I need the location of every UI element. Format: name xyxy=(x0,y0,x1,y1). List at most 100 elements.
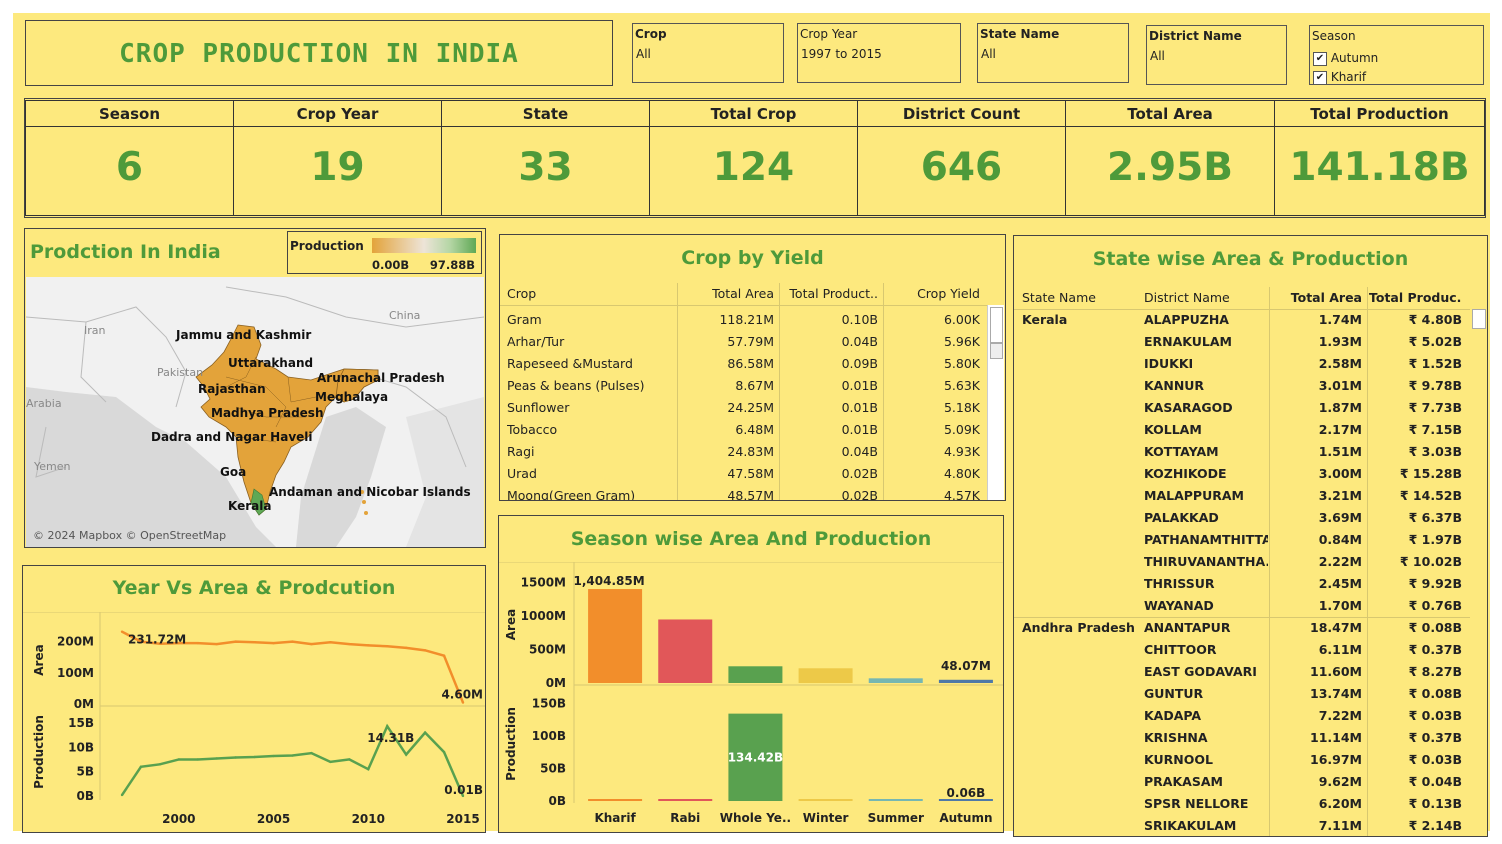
crop-year-filter[interactable]: Crop Year 1997 to 2015 xyxy=(797,23,961,83)
state-table-row[interactable]: KURNOOL 16.97M ₹ 0.03B xyxy=(1014,749,1470,771)
state-table-row[interactable]: SRIKAKULAM 7.11M ₹ 2.14B xyxy=(1014,815,1470,836)
data-label: 0.01B xyxy=(444,783,483,797)
state-table-row[interactable]: GUNTUR 13.74M ₹ 0.08B xyxy=(1014,683,1470,705)
state-table-row[interactable]: KOZHIKODE 3.00M ₹ 15.28B xyxy=(1014,463,1470,485)
crop-yield-cell: 4.57K xyxy=(943,488,980,500)
state-table-row[interactable]: THRISSUR 2.45M ₹ 9.92B xyxy=(1014,573,1470,595)
season-chart-svg[interactable]: 0M 500M 1000M 1500M Area 1,404.85M 48.07M 0B 50B… xyxy=(499,562,1003,832)
state-name-cell[interactable]: Andhra Pradesh xyxy=(1022,620,1135,635)
total-area-cell: 18.47M xyxy=(1310,620,1362,635)
season-option-kharif[interactable]: ✔ Kharif xyxy=(1313,69,1366,85)
crop-yield-cell: 4.93K xyxy=(943,444,980,459)
state-name-filter[interactable]: State Name All xyxy=(977,23,1129,83)
data-point xyxy=(310,751,313,755)
crop-yield-row[interactable]: Sunflower 24.25M 0.01B 5.18K xyxy=(500,397,988,419)
crop-yield-row[interactable]: Gram 118.21M 0.10B 6.00K xyxy=(500,309,988,331)
state-table-row[interactable]: KANNUR 3.01M ₹ 9.78B xyxy=(1014,375,1470,397)
scrollbar-thumb-handle[interactable] xyxy=(990,343,1003,359)
bar-production-5 xyxy=(938,799,993,801)
total-area-cell: 7.11M xyxy=(1318,818,1362,833)
bar-production-3 xyxy=(798,799,853,801)
column-header-total-production[interactable]: Total Produc.. xyxy=(1369,290,1462,305)
state-table-row[interactable]: IDUKKI 2.58M ₹ 1.52B xyxy=(1014,353,1470,375)
crop-yield-scrollbar[interactable] xyxy=(987,305,1004,500)
crop-yield-row[interactable]: Tobacco 6.48M 0.01B 5.09K xyxy=(500,419,988,441)
state-name-filter-value[interactable]: All xyxy=(981,47,996,61)
total-production-cell: ₹ 8.27B xyxy=(1408,664,1462,679)
district-name-filter-value[interactable]: All xyxy=(1150,49,1165,63)
crop-yield-row[interactable]: Rapeseed &Mustard 86.58M 0.09B 5.80K xyxy=(500,353,988,375)
data-point xyxy=(310,642,313,646)
season-filter[interactable]: Season ✔ Autumn ✔ Kharif xyxy=(1309,25,1484,85)
district-name-cell: PATHANAMTHITTA xyxy=(1144,532,1268,547)
year-chart-svg[interactable]: 0M 100M 200M Area 231.72M 4.60M 0B 5B 10B 15B Prod… xyxy=(23,612,485,832)
total-production-cell: 0.02B xyxy=(841,466,878,481)
crop-yield-cell: 4.80K xyxy=(943,466,980,481)
column-header-crop-yield[interactable]: Crop Yield xyxy=(917,286,980,301)
column-header-total-area[interactable]: Total Area xyxy=(1290,290,1362,305)
data-label: 231.72M xyxy=(128,633,186,647)
district-name-cell: PRAKASAM xyxy=(1144,774,1223,789)
state-table-row[interactable]: ALAPPUZHA 1.74M ₹ 4.80B xyxy=(1014,309,1470,331)
state-table-row[interactable]: PATHANAMTHITTA 0.84M ₹ 1.97B xyxy=(1014,529,1470,551)
total-production-cell: 0.01B xyxy=(841,422,878,437)
y-tick-label: 0B xyxy=(77,789,95,803)
map-attribution[interactable]: © 2024 Mapbox © OpenStreetMap xyxy=(33,529,227,542)
state-table-row[interactable]: MALAPPURAM 3.21M ₹ 14.52B xyxy=(1014,485,1470,507)
y-tick-label: 1500M xyxy=(521,576,566,590)
column-header-state-name[interactable]: State Name xyxy=(1022,290,1096,305)
state-table-row[interactable]: WAYANAD 1.70M ₹ 0.76B xyxy=(1014,595,1470,617)
crop-filter[interactable]: Crop All xyxy=(632,23,784,83)
state-table-row[interactable]: KASARAGOD 1.87M ₹ 7.73B xyxy=(1014,397,1470,419)
state-table-row[interactable]: KOTTAYAM 1.51M ₹ 3.03B xyxy=(1014,441,1470,463)
state-table-row[interactable]: CHITTOOR 6.11M ₹ 0.37B xyxy=(1014,639,1470,661)
crop-name-cell: Arhar/Tur xyxy=(507,334,565,349)
scrollbar-thumb[interactable] xyxy=(1472,309,1486,329)
state-name-cell[interactable]: Kerala xyxy=(1022,312,1068,327)
bar-area-1 xyxy=(658,619,713,683)
state-table-row[interactable]: THIRUVANANTHA.. 2.22M ₹ 10.02B xyxy=(1014,551,1470,573)
crop-yield-row[interactable]: Ragi 24.83M 0.04B 4.93K xyxy=(500,441,988,463)
state-table-row[interactable]: EAST GODAVARI 11.60M ₹ 8.27B xyxy=(1014,661,1470,683)
checkbox-checked-icon[interactable]: ✔ xyxy=(1313,51,1327,66)
column-header-total-area[interactable]: Total Area xyxy=(712,286,774,301)
district-name-filter[interactable]: District Name All xyxy=(1146,25,1287,85)
crop-name-cell: Urad xyxy=(507,466,537,481)
state-table-row[interactable]: SPSR NELLORE 6.20M ₹ 0.13B xyxy=(1014,793,1470,815)
state-table-row[interactable]: KOLLAM 2.17M ₹ 7.15B xyxy=(1014,419,1470,441)
map-panel: Prodction In India Production 0.00B 97.8… xyxy=(24,228,486,548)
district-name-cell: WAYANAD xyxy=(1144,598,1214,613)
state-table-row[interactable]: KRISHNA 11.14M ₹ 0.37B xyxy=(1014,727,1470,749)
total-area-cell: 3.01M xyxy=(1318,378,1362,393)
season-option-autumn[interactable]: ✔ Autumn xyxy=(1313,50,1378,66)
y-tick-label: 15B xyxy=(68,716,94,730)
column-header-district-name[interactable]: District Name xyxy=(1144,290,1230,305)
season-option-label: Autumn xyxy=(1330,51,1379,65)
crop-filter-label: Crop xyxy=(635,27,667,41)
crop-year-filter-value[interactable]: 1997 to 2015 xyxy=(801,47,882,61)
crop-filter-value[interactable]: All xyxy=(636,47,651,61)
district-name-cell: THRISSUR xyxy=(1144,576,1215,591)
state-table-row[interactable]: PRAKASAM 9.62M ₹ 0.04B xyxy=(1014,771,1470,793)
checkbox-checked-icon[interactable]: ✔ xyxy=(1313,70,1327,85)
crop-yield-row[interactable]: Moong(Green Gram) 48.57M 0.02B 4.57K xyxy=(500,485,988,500)
column-header-crop[interactable]: Crop xyxy=(507,286,537,301)
data-point xyxy=(196,758,199,761)
column-header-total-production[interactable]: Total Product.. xyxy=(789,286,878,301)
crop-yield-row[interactable]: Arhar/Tur 57.79M 0.04B 5.96K xyxy=(500,331,988,353)
state-table-scrollbar[interactable] xyxy=(1470,309,1487,836)
bar-area-3 xyxy=(798,668,853,683)
state-table-row[interactable]: KADAPA 7.22M ₹ 0.03B xyxy=(1014,705,1470,727)
state-table-row[interactable]: ERNAKULAM 1.93M ₹ 5.02B xyxy=(1014,331,1470,353)
state-table-row[interactable]: ANANTAPUR 18.47M ₹ 0.08B xyxy=(1014,617,1470,639)
crop-yield-row[interactable]: Peas & beans (Pulses) 8.67M 0.01B 5.63K xyxy=(500,375,988,397)
map-canvas[interactable]: Iran China Pakistan Arabia Yemen Jammu a… xyxy=(26,277,484,547)
data-point xyxy=(404,753,408,756)
data-point xyxy=(442,750,446,754)
scrollbar-thumb[interactable] xyxy=(990,307,1003,343)
data-point xyxy=(423,649,427,652)
state-table-row[interactable]: PALAKKAD 3.69M ₹ 6.37B xyxy=(1014,507,1470,529)
y-tick-label: 0B xyxy=(549,794,567,808)
crop-yield-row[interactable]: Urad 47.58M 0.02B 4.80K xyxy=(500,463,988,485)
total-production-cell: ₹ 0.37B xyxy=(1408,730,1462,745)
